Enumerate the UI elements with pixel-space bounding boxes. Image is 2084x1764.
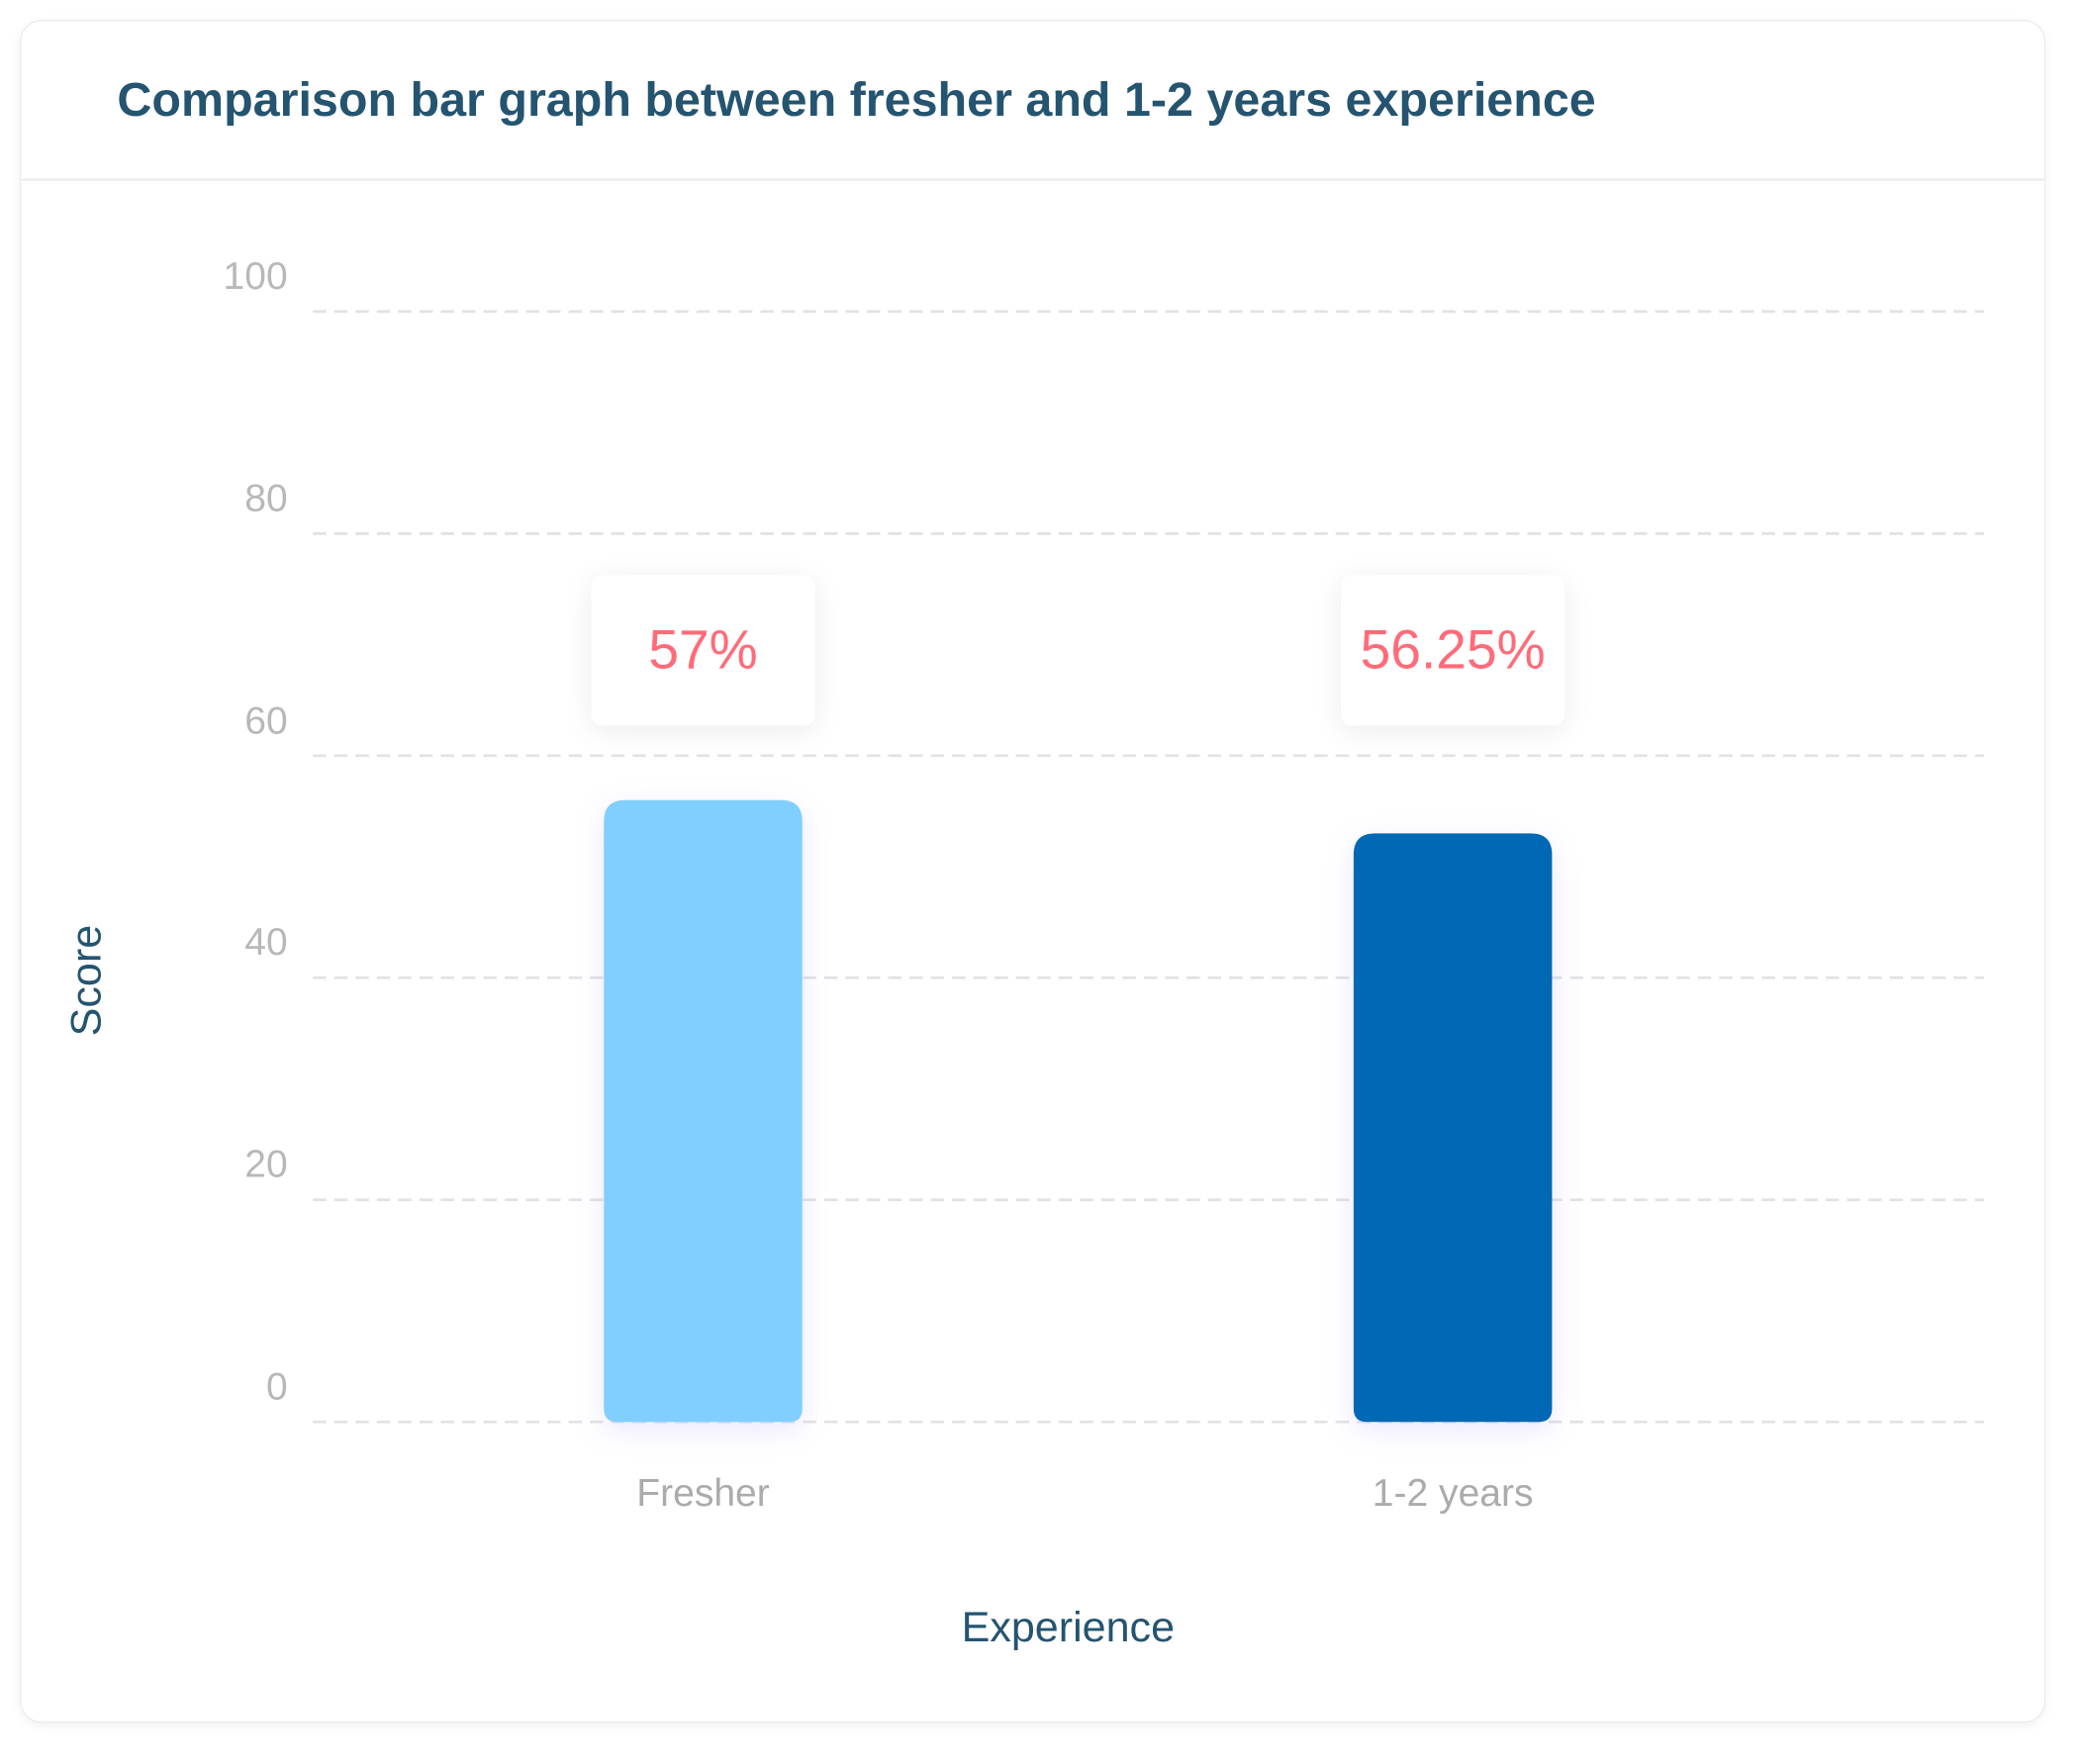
y-tick-label: 60 <box>244 699 288 743</box>
y-tick-label: 80 <box>244 477 288 520</box>
y-tick-label: 0 <box>265 1365 288 1409</box>
x-tick-label: Fresher <box>636 1472 770 1516</box>
x-axis-title: Experience <box>961 1603 1176 1651</box>
y-tick-label: 100 <box>223 255 288 299</box>
bar-0[interactable] <box>604 799 803 1423</box>
y-axis-title: Score <box>61 924 111 1037</box>
data-label: 57% <box>591 575 815 726</box>
chart-title: Comparison bar graph between fresher and… <box>117 71 1596 127</box>
y-tick-label: 20 <box>244 1144 288 1187</box>
y-tick-label: 40 <box>244 921 288 965</box>
bar-1[interactable] <box>1353 833 1553 1423</box>
card-header: Comparison bar graph between fresher and… <box>21 22 2044 182</box>
chart-card: Comparison bar graph between fresher and… <box>20 20 2045 1723</box>
data-label: 56.25% <box>1341 575 1565 726</box>
x-tick-label: 1-2 years <box>1372 1472 1534 1516</box>
